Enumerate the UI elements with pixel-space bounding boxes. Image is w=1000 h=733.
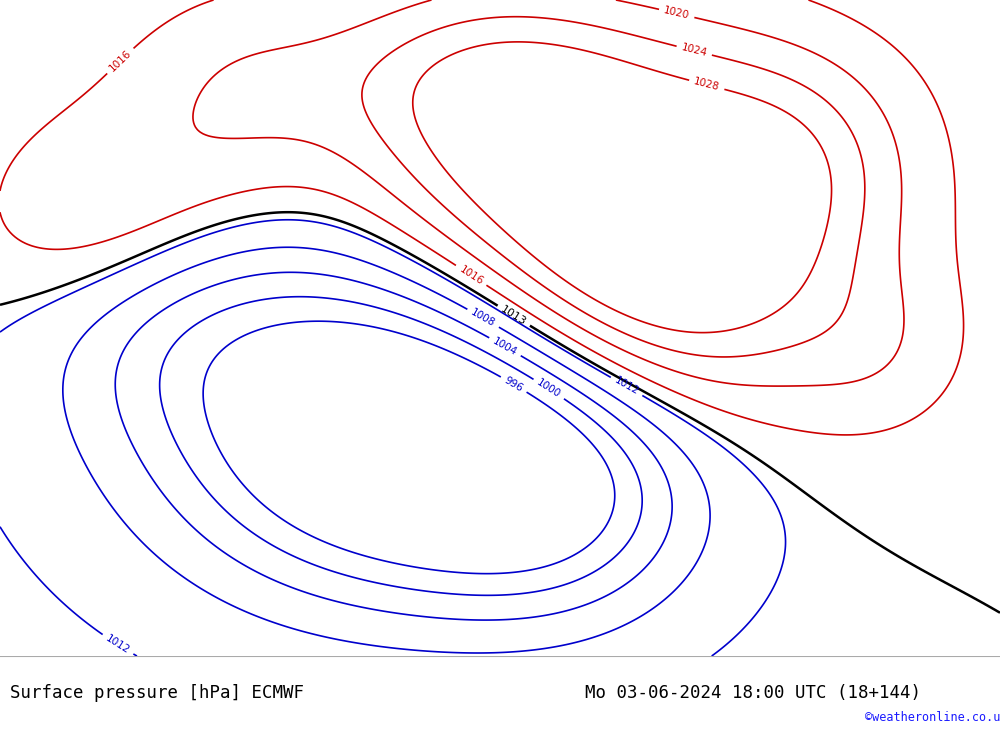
Text: 1004: 1004 — [491, 336, 519, 358]
Text: 1012: 1012 — [104, 633, 132, 656]
Text: ©weatheronline.co.uk: ©weatheronline.co.uk — [865, 711, 1000, 723]
Text: Surface pressure [hPa] ECMWF: Surface pressure [hPa] ECMWF — [10, 684, 304, 702]
Text: 1016: 1016 — [107, 48, 133, 73]
Text: 1016: 1016 — [457, 264, 485, 287]
Text: 1028: 1028 — [693, 77, 721, 93]
Text: 1012: 1012 — [613, 375, 640, 397]
Text: 1000: 1000 — [535, 377, 563, 400]
Text: 1020: 1020 — [663, 6, 691, 21]
Text: 1013: 1013 — [499, 304, 528, 328]
Text: 1024: 1024 — [680, 43, 708, 59]
Text: 996: 996 — [503, 375, 525, 394]
Text: 1008: 1008 — [469, 307, 497, 329]
Text: Mo 03-06-2024 18:00 UTC (18+144): Mo 03-06-2024 18:00 UTC (18+144) — [585, 684, 921, 702]
